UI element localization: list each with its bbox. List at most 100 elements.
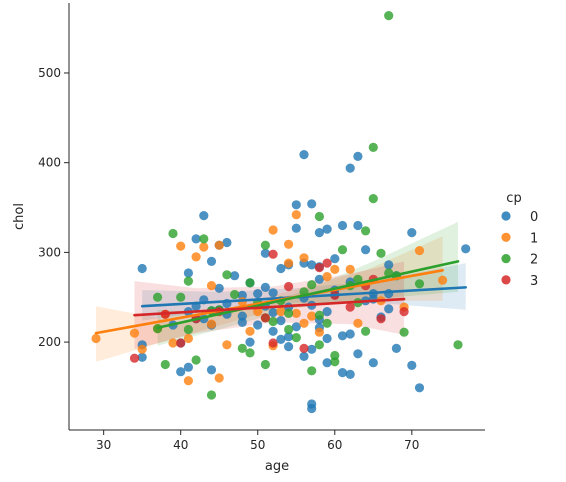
- data-point-cp-1: [291, 210, 301, 220]
- data-point-cp-1: [314, 327, 324, 337]
- data-point-cp-2: [191, 355, 201, 365]
- legend-label-cp-3: 3: [530, 274, 538, 289]
- data-point-cp-0: [307, 260, 317, 270]
- data-point-cp-1: [214, 373, 224, 383]
- data-point-cp-0: [384, 304, 394, 314]
- data-point-cp-2: [230, 289, 240, 300]
- data-point-cp-0: [307, 199, 317, 209]
- data-point-cp-2: [245, 348, 255, 358]
- data-point-cp-0: [299, 351, 309, 361]
- y-axis-title: chol: [12, 203, 27, 230]
- data-point-cp-2: [168, 228, 178, 239]
- data-point-cp-1: [183, 376, 193, 386]
- data-point-cp-0: [391, 343, 401, 353]
- data-point-cp-2: [376, 248, 386, 258]
- data-point-cp-2: [361, 326, 371, 336]
- data-point-cp-1: [284, 239, 294, 249]
- data-point-cp-3: [284, 281, 294, 292]
- data-point-cp-0: [291, 200, 301, 210]
- data-point-cp-1: [214, 240, 224, 250]
- y-tick-label: 200: [38, 335, 61, 349]
- data-point-cp-1: [206, 281, 217, 291]
- data-point-cp-1: [291, 308, 301, 318]
- data-point-cp-2: [307, 280, 317, 290]
- data-point-cp-0: [230, 271, 240, 281]
- data-point-cp-2: [337, 245, 348, 255]
- data-point-cp-0: [384, 260, 394, 270]
- data-point-cp-1: [307, 311, 317, 321]
- data-point-cp-1: [353, 318, 363, 328]
- x-tick-label: 40: [173, 438, 188, 452]
- data-point-cp-2: [284, 308, 294, 318]
- data-point-cp-2: [453, 340, 463, 350]
- data-point-cp-1: [199, 242, 209, 252]
- data-point-cp-0: [407, 360, 417, 370]
- x-tick-label: 30: [96, 438, 111, 452]
- data-point-cp-1: [137, 344, 147, 354]
- data-point-cp-2: [399, 327, 409, 337]
- data-point-cp-0: [284, 332, 294, 342]
- data-point-cp-0: [237, 317, 247, 327]
- data-point-cp-0: [345, 369, 355, 379]
- x-tick-label: 50: [250, 438, 265, 452]
- data-point-cp-0: [330, 254, 340, 264]
- data-point-cp-0: [322, 307, 332, 317]
- data-point-cp-0: [284, 342, 294, 352]
- data-point-cp-3: [345, 302, 355, 312]
- data-point-cp-2: [368, 194, 378, 204]
- data-point-cp-1: [414, 246, 425, 256]
- data-point-cp-0: [276, 263, 286, 274]
- data-point-cp-2: [222, 270, 232, 280]
- data-point-cp-3: [260, 313, 270, 323]
- data-point-cp-2: [183, 276, 193, 286]
- data-point-cp-3: [129, 353, 140, 363]
- data-point-cp-0: [353, 151, 363, 161]
- data-point-cp-2: [206, 390, 217, 400]
- data-point-cp-1: [299, 318, 309, 328]
- regression-line-cp-3: [133, 297, 406, 317]
- y-tick-label: 300: [38, 245, 61, 259]
- data-point-cp-1: [245, 326, 255, 336]
- data-point-cp-1: [168, 338, 178, 348]
- data-point-cp-0: [206, 256, 217, 266]
- data-point-cp-0: [345, 163, 355, 173]
- data-point-cp-1: [284, 258, 294, 268]
- data-point-cp-1: [176, 241, 186, 251]
- data-point-cp-1: [206, 319, 217, 329]
- data-point-cp-1: [129, 328, 140, 338]
- data-point-cp-0: [322, 333, 332, 344]
- data-point-cp-3: [322, 258, 332, 268]
- data-point-cp-1: [299, 253, 309, 263]
- data-point-cp-0: [299, 150, 309, 160]
- data-point-cp-1: [191, 252, 201, 262]
- data-point-cp-0: [237, 290, 247, 300]
- data-point-cp-0: [183, 268, 193, 278]
- data-point-cp-2: [314, 211, 324, 222]
- data-point-cp-0: [314, 228, 324, 238]
- regression-line-cp-2: [156, 260, 460, 330]
- data-point-cp-0: [253, 289, 263, 299]
- data-point-cp-1: [438, 275, 448, 285]
- data-point-cp-0: [461, 244, 471, 254]
- data-point-cp-2: [322, 318, 332, 328]
- legend-label-cp-2: 2: [530, 253, 538, 268]
- data-point-cp-1: [322, 272, 332, 282]
- data-point-cp-0: [337, 220, 348, 231]
- data-point-cp-2: [414, 279, 425, 289]
- data-point-cp-3: [376, 314, 386, 324]
- legend-label-cp-1: 1: [530, 231, 538, 246]
- data-point-cp-0: [353, 349, 363, 359]
- data-point-cp-2: [268, 316, 278, 327]
- data-point-cp-2: [307, 366, 317, 376]
- data-point-cp-1: [222, 340, 232, 350]
- x-axis-title: age: [265, 459, 289, 474]
- data-point-cp-0: [276, 334, 286, 344]
- confidence-band-cp-2: [157, 221, 458, 346]
- data-points: [91, 11, 471, 414]
- data-point-cp-0: [322, 358, 332, 368]
- data-point-cp-1: [330, 264, 340, 274]
- data-point-cp-1: [276, 307, 286, 317]
- y-tick-label: 400: [38, 156, 61, 170]
